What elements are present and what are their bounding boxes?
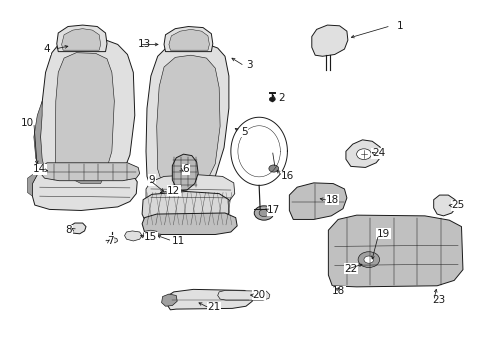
Polygon shape — [40, 39, 135, 187]
Text: 22: 22 — [344, 264, 357, 274]
Text: 14: 14 — [33, 164, 46, 174]
Text: 23: 23 — [431, 295, 444, 305]
Text: 20: 20 — [252, 290, 265, 300]
Text: 10: 10 — [21, 118, 34, 128]
Circle shape — [269, 97, 275, 102]
Polygon shape — [124, 231, 142, 241]
Polygon shape — [143, 230, 158, 240]
Text: 2: 2 — [277, 93, 284, 103]
Polygon shape — [157, 55, 220, 187]
Text: 25: 25 — [450, 200, 464, 210]
Text: 7: 7 — [107, 236, 114, 246]
Text: 5: 5 — [241, 127, 247, 136]
Text: 18: 18 — [325, 195, 338, 205]
Polygon shape — [142, 213, 237, 234]
Text: 19: 19 — [376, 229, 389, 239]
Polygon shape — [61, 29, 101, 50]
Text: 11: 11 — [172, 236, 185, 246]
Polygon shape — [289, 183, 346, 220]
Text: 15: 15 — [144, 232, 157, 242]
Text: 17: 17 — [266, 206, 280, 216]
Polygon shape — [146, 175, 234, 209]
Polygon shape — [34, 101, 44, 169]
Polygon shape — [328, 215, 462, 287]
Text: 13: 13 — [138, 39, 151, 49]
Polygon shape — [27, 175, 37, 196]
Polygon shape — [74, 171, 103, 184]
Text: 6: 6 — [183, 164, 189, 174]
Polygon shape — [166, 289, 252, 310]
Text: 9: 9 — [148, 175, 155, 185]
Polygon shape — [107, 237, 118, 243]
Text: 8: 8 — [65, 225, 72, 235]
Circle shape — [356, 149, 370, 159]
Polygon shape — [57, 25, 107, 51]
Polygon shape — [163, 27, 212, 51]
Text: 21: 21 — [207, 302, 221, 312]
Polygon shape — [41, 163, 140, 181]
Text: 24: 24 — [371, 148, 385, 158]
Polygon shape — [161, 294, 177, 306]
Text: 16: 16 — [280, 171, 293, 181]
Polygon shape — [345, 140, 381, 167]
Polygon shape — [55, 53, 114, 183]
Circle shape — [363, 256, 373, 263]
Polygon shape — [32, 166, 137, 211]
Text: 4: 4 — [43, 44, 50, 54]
Polygon shape — [172, 154, 198, 191]
Text: 18: 18 — [331, 286, 345, 296]
Polygon shape — [168, 30, 209, 50]
Polygon shape — [146, 42, 228, 193]
Circle shape — [357, 252, 379, 267]
Polygon shape — [70, 223, 86, 234]
Polygon shape — [217, 291, 269, 300]
Text: 1: 1 — [396, 21, 403, 31]
Circle shape — [254, 206, 273, 220]
Circle shape — [268, 165, 278, 172]
Polygon shape — [142, 192, 228, 226]
Text: 12: 12 — [167, 186, 180, 196]
Polygon shape — [311, 25, 347, 56]
Polygon shape — [433, 195, 456, 216]
Text: 3: 3 — [245, 60, 252, 70]
Circle shape — [259, 210, 268, 217]
